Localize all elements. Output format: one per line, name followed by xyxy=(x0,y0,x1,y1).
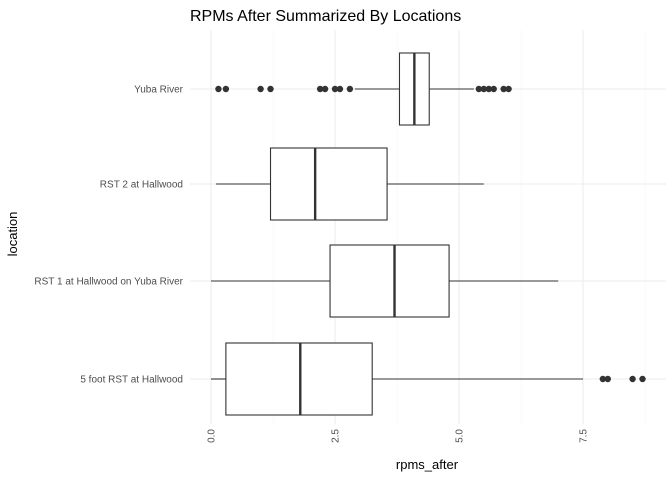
iqr-box xyxy=(329,244,450,318)
x-tick-labels: 0.0 2.5 5.0 7.5 xyxy=(207,429,590,443)
outlier-point xyxy=(336,85,344,93)
iqr-box xyxy=(269,147,388,221)
outlier-point xyxy=(215,85,222,93)
x-tick-label: 7.5 xyxy=(579,429,590,443)
box-group xyxy=(215,147,484,221)
box-group xyxy=(211,244,559,318)
outlier-point xyxy=(490,85,497,93)
outlier-point xyxy=(505,85,512,93)
outlier-point xyxy=(475,85,483,93)
box-group xyxy=(211,342,646,416)
outlier-point xyxy=(639,375,646,383)
chart-title: RPMs After Summarized By Locations xyxy=(190,8,461,25)
x-tick-label: 0.0 xyxy=(207,429,218,443)
y-axis-title: location xyxy=(5,212,20,257)
outlier-point xyxy=(480,85,487,93)
x-axis-title: rpms_after xyxy=(396,457,459,472)
outlier-point xyxy=(500,85,507,93)
outlier-point xyxy=(629,375,636,383)
y-tick-labels: 5 foot RST at Hallwood RST 1 at Hallwood … xyxy=(34,85,183,386)
outlier-point xyxy=(267,85,274,93)
box-group xyxy=(215,52,512,126)
outlier-point xyxy=(346,85,354,93)
outlier-point xyxy=(257,85,264,93)
x-tick-label: 5.0 xyxy=(455,429,466,443)
iqr-box xyxy=(225,342,373,416)
outlier-point xyxy=(599,375,607,383)
outlier-point xyxy=(485,85,492,93)
outlier-point xyxy=(331,85,339,93)
y-tick-label: RST 1 at Hallwood on Yuba River xyxy=(34,277,183,288)
y-tick-label: 5 foot RST at Hallwood xyxy=(80,375,183,386)
y-tick-label: RST 2 at Hallwood xyxy=(100,180,183,191)
outlier-point xyxy=(604,375,611,383)
x-tick-label: 2.5 xyxy=(331,429,342,443)
outlier-point xyxy=(316,85,324,93)
y-tick-label: Yuba River xyxy=(134,85,184,96)
outlier-point xyxy=(321,85,329,93)
box-layer xyxy=(211,52,646,416)
outlier-point xyxy=(222,85,230,93)
